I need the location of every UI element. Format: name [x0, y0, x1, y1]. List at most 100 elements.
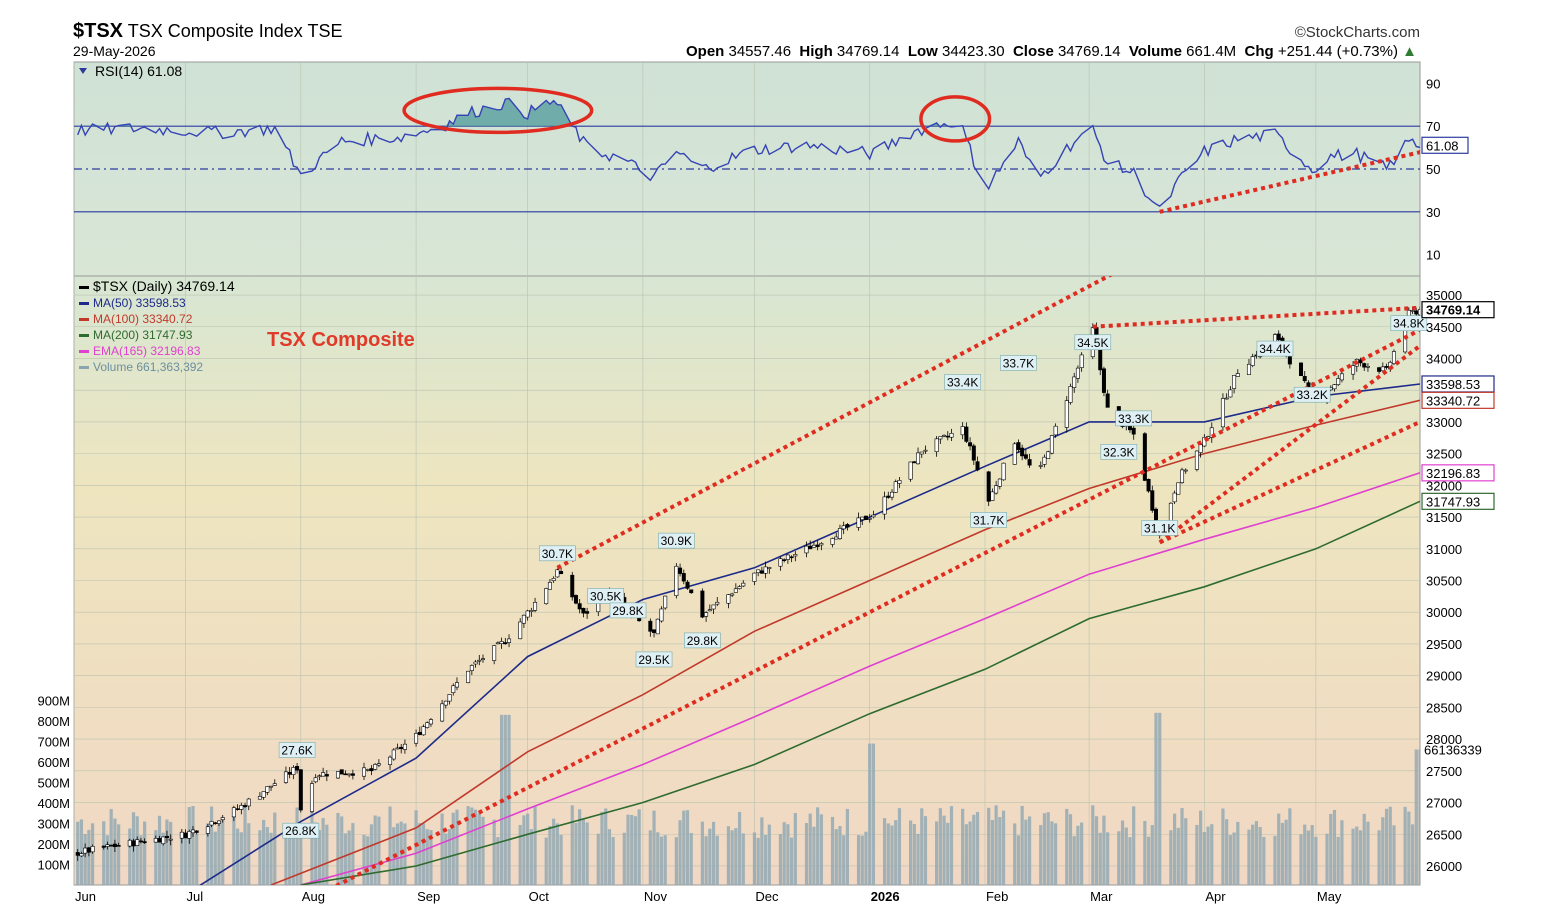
volume-bar	[183, 836, 188, 885]
volume-bar	[868, 743, 872, 885]
candle-body	[421, 726, 426, 736]
volume-bar	[656, 832, 660, 885]
candle-body	[161, 836, 166, 845]
close-value: 34769.14	[1057, 43, 1121, 60]
candle-body	[733, 588, 738, 593]
volume-bar	[325, 824, 329, 885]
volume-bar	[730, 830, 734, 885]
x-tick-label: Sep	[417, 889, 440, 904]
volume-bar	[165, 819, 169, 885]
volume-bar	[555, 823, 559, 885]
volume-bar	[1247, 829, 1251, 885]
volume-bar	[105, 835, 110, 885]
peak-label: 34.5K	[1077, 336, 1108, 350]
candle-body	[1209, 427, 1214, 438]
ma200-line	[300, 500, 1420, 885]
peak-label-box	[587, 588, 625, 604]
candle-body	[1232, 375, 1237, 389]
candle-body	[469, 665, 474, 671]
candle-body	[335, 771, 340, 779]
volume-bar	[1117, 831, 1121, 885]
candle-body	[1142, 433, 1147, 481]
candle-body	[1027, 459, 1032, 466]
candle-body	[785, 554, 790, 560]
candle-body	[585, 611, 590, 614]
candle-body	[1377, 367, 1382, 372]
candle-body	[235, 808, 240, 810]
peak-label-box	[658, 532, 695, 549]
volume-bar	[154, 830, 158, 885]
volume-bar	[860, 835, 864, 885]
candle-body	[674, 565, 679, 596]
volume-bar	[1054, 823, 1058, 885]
volume-bar	[633, 816, 638, 885]
volume-bar	[1102, 815, 1106, 885]
brand-watermark[interactable]: ©StockCharts.com	[1294, 24, 1420, 41]
volume-bar	[842, 835, 846, 885]
rsi-tag: 61.08	[1426, 138, 1459, 153]
volume-bar	[611, 837, 615, 885]
volume-tag: 66136339	[1424, 742, 1482, 757]
candle-body	[1079, 354, 1084, 368]
candle-body	[395, 747, 400, 750]
price-tag: 32196.83	[1426, 466, 1480, 481]
candle-body	[1250, 356, 1255, 366]
volume-bar	[1299, 834, 1303, 885]
volume-bar	[596, 833, 600, 885]
trendlines	[333, 276, 1420, 885]
candle-body	[544, 588, 549, 605]
volume-bar	[481, 816, 485, 885]
price-tag-box	[1421, 464, 1495, 482]
volume-bar	[1016, 835, 1021, 885]
candle-body	[934, 438, 939, 452]
volume-bar	[1124, 827, 1128, 885]
candle-body	[555, 569, 560, 578]
candle-body	[1362, 363, 1367, 368]
candle-body	[373, 764, 378, 770]
candle-body	[919, 451, 924, 455]
candle-body	[1131, 427, 1136, 435]
volume-bar	[778, 834, 783, 885]
candle-body	[652, 629, 657, 633]
rsi-tick-label: 70	[1426, 119, 1440, 134]
candle-body	[1183, 469, 1188, 472]
candle-body	[707, 609, 712, 612]
peak-label: 29.8K	[687, 634, 718, 648]
volume-bar	[816, 807, 820, 885]
volume-bar	[975, 812, 980, 885]
volume-bar	[161, 832, 165, 885]
volume-bar	[1020, 805, 1024, 885]
price-tick-label: 28000	[1426, 732, 1462, 747]
candle-body	[220, 817, 225, 820]
volume-bar	[663, 835, 667, 885]
volume-bar	[1046, 812, 1050, 885]
candle-body	[298, 769, 303, 811]
volume-bar	[689, 833, 693, 885]
volume-bar	[1340, 820, 1344, 885]
legend-entry: Volume 661,363,392	[93, 360, 203, 374]
volume-bar	[763, 835, 768, 885]
legend-entry: $TSX (Daily) 34769.14	[93, 278, 235, 294]
volume-bar	[1072, 836, 1076, 885]
volume-bar	[102, 821, 106, 885]
candle-body	[834, 536, 839, 540]
volume-bar	[1206, 826, 1210, 885]
candle-body	[79, 853, 84, 857]
rsi-highlight-circle	[919, 95, 992, 143]
candle-body	[741, 582, 746, 587]
volume-bar	[243, 805, 247, 885]
volume-bar	[752, 832, 757, 885]
volume-bar	[912, 824, 916, 885]
candle-body	[581, 607, 586, 614]
volume-bar	[786, 824, 790, 885]
candle-body	[971, 445, 976, 461]
legend-entry: MA(200) 31747.93	[93, 328, 193, 342]
candle-body	[350, 773, 355, 776]
volume-bar	[946, 822, 950, 885]
volume-bar	[998, 817, 1002, 885]
volume-bar	[1132, 806, 1136, 885]
volume-bar	[533, 806, 537, 885]
candle-body	[938, 436, 943, 440]
volume-bar	[760, 817, 764, 885]
